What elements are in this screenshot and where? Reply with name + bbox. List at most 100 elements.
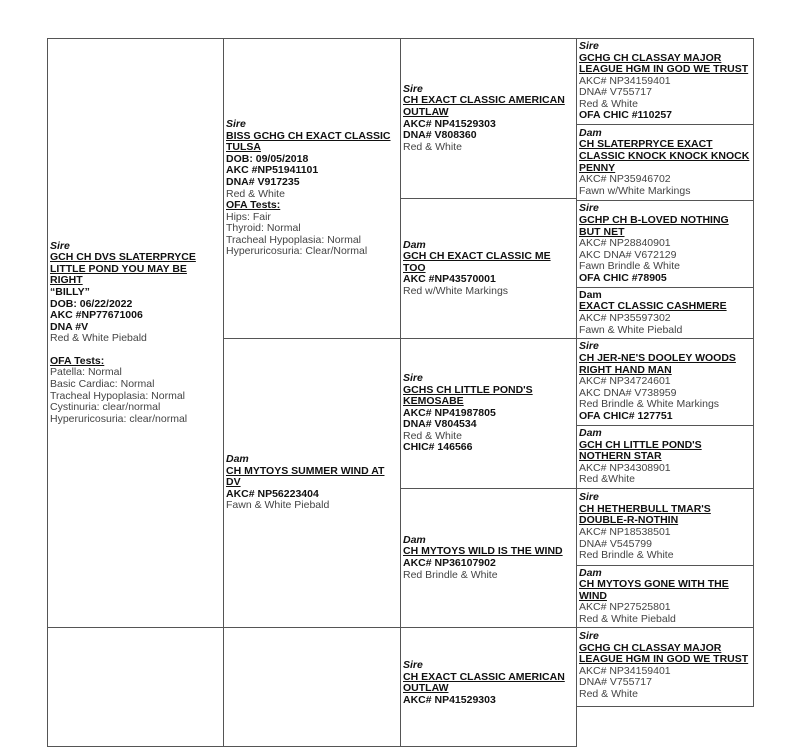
dog-name: CH JER-NE'S DOOLEY WOODS RIGHT HAND MAN xyxy=(579,352,736,376)
pedigree-cell-c3-5: Sire CH EXACT CLASSIC AMERICAN OUTLAW AKC#… xyxy=(400,627,577,747)
parent-role-label: Sire xyxy=(226,117,246,130)
dog-detail: DNA# V808360 xyxy=(403,129,477,142)
dog-detail: Hyperuricosuria: clear/normal xyxy=(50,412,188,425)
pedigree-cell-c4-1: Sire GCHG CH CLASSAY MAJOR LEAGUE HGM IN … xyxy=(576,38,754,125)
dog-detail: Red Brindle & White xyxy=(579,549,674,562)
dog-detail: Red & White xyxy=(579,687,638,700)
pedigree-cell-empty xyxy=(47,627,224,747)
parent-role-label: Sire xyxy=(579,630,599,642)
dog-detail: Tracheal Hypoplasia: Normal xyxy=(226,233,361,246)
dog-detail: AKC# NP56223404 xyxy=(226,487,319,500)
dog-detail: DNA# V804534 xyxy=(403,418,477,431)
parent-role-label: Dam xyxy=(403,533,426,546)
dog-detail: AKC #NP51941101 xyxy=(226,164,319,177)
parent-role-label: Dam xyxy=(579,566,602,579)
dog-detail: OFA CHIC# 127751 xyxy=(579,409,673,422)
parent-role-label: Sire xyxy=(579,39,599,52)
dog-name: BISS GCHG CH EXACT CLASSIC TULSA xyxy=(226,129,391,154)
dog-detail: AKC# NP18538501 xyxy=(579,526,671,538)
dog-detail: Red & White xyxy=(226,187,285,200)
dog-name: GCH CH EXACT CLASSIC ME TOO xyxy=(403,250,551,274)
pedigree-cell-c3-4: Dam CH MYTOYS WILD IS THE WIND AKC# NP3610… xyxy=(400,488,577,628)
dog-name: GCH CH LITTLE POND'S NOTHERN STAR xyxy=(579,438,702,463)
dog-detail: “BILLY” xyxy=(50,285,90,298)
dog-detail: Fawn w/White Markings xyxy=(579,184,691,197)
dog-detail: DNA# V545799 xyxy=(579,537,652,550)
dog-detail: AKC# NP34159401 xyxy=(579,74,671,87)
dog-name: GCHG CH CLASSAY MAJOR LEAGUE HGM IN GOD … xyxy=(579,641,749,666)
dog-detail: Red & White xyxy=(403,429,462,442)
dog-detail: Red & White xyxy=(579,97,638,110)
pedigree-cell-c2-sire: Sire BISS GCHG CH EXACT CLASSIC TULSA DOB:… xyxy=(223,38,401,339)
dog-detail: Red & White Piebald xyxy=(579,612,676,625)
dog-detail: OFA CHIC #78905 xyxy=(579,271,667,284)
dog-detail: Fawn & White Piebald xyxy=(579,323,683,336)
pedigree-cell-c1-sire: Sire GCH CH DVS SLATERPRYCE LITTLE POND Y… xyxy=(47,38,224,628)
parent-role-label: Sire xyxy=(579,340,599,353)
dog-detail: DOB: 06/22/2022 xyxy=(50,297,133,310)
dog-name: CH HETHERBULL TMAR'S DOUBLE-R-NOTHIN xyxy=(579,502,711,527)
parent-role-label: Sire xyxy=(579,491,599,504)
dog-detail: AKC DNA# V738959 xyxy=(579,386,677,399)
dog-detail: OFA Tests: xyxy=(50,354,105,367)
dog-name: CH EXACT CLASSIC AMERICAN OUTLAW xyxy=(403,94,565,118)
pedigree-cell-c4-3: Sire GCHP CH B-LOVED NOTHING BUT NET AKC# … xyxy=(576,200,754,288)
dog-detail: AKC# NP41529303 xyxy=(403,117,496,130)
dog-detail: Red &White xyxy=(579,473,636,486)
parent-role-label: Sire xyxy=(403,659,423,671)
dog-detail: AKC# NP41987805 xyxy=(403,406,496,419)
pedigree-cell-c3-2: Dam GCH CH EXACT CLASSIC ME TOO AKC #NP435… xyxy=(400,198,577,339)
dog-detail: Cystinuria: clear/normal xyxy=(50,401,161,414)
pedigree-cell-c4-2: Dam CH SLATERPRYCE EXACT CLASSIC KNOCK KN… xyxy=(576,124,754,201)
dog-detail: AKC# NP34308901 xyxy=(579,461,671,474)
dog-detail: AKC# NP35946702 xyxy=(579,173,671,186)
pedigree-cell-c4-9: Sire GCHG CH CLASSAY MAJOR LEAGUE HGM IN … xyxy=(576,627,754,707)
dog-detail: AKC# NP36107902 xyxy=(403,557,496,569)
pedigree-cell-c3-1: Sire CH EXACT CLASSIC AMERICAN OUTLAW AKC#… xyxy=(400,38,577,199)
pedigree-cell-empty xyxy=(223,627,401,747)
parent-role-label: Dam xyxy=(579,126,602,139)
dog-detail: DNA# V917235 xyxy=(226,175,300,188)
dog-detail: DNA #V xyxy=(50,320,89,333)
parent-role-label: Dam xyxy=(579,288,602,301)
dog-detail: Hyperuricosuria: Clear/Normal xyxy=(226,245,368,258)
parent-role-label: Dam xyxy=(579,427,602,440)
dog-detail: AKC# NP27525801 xyxy=(579,601,671,614)
dog-detail: Red Brindle & White Markings xyxy=(579,398,720,411)
dog-detail: AKC# NP34159401 xyxy=(579,664,671,677)
dog-detail: AKC# NP35597302 xyxy=(579,312,671,324)
dog-detail: Red & White xyxy=(403,140,462,153)
dog-detail: Red & White Piebald xyxy=(50,332,147,345)
pedigree-cell-c4-4: Dam EXACT CLASSIC CASHMERE AKC# NP35597302… xyxy=(576,287,754,339)
dog-detail: Fawn & White Piebald xyxy=(226,499,330,512)
dog-detail: Red w/White Markings xyxy=(403,284,509,297)
dog-detail: AKC #NP77671006 xyxy=(50,309,143,322)
dog-detail: OFA Tests: xyxy=(226,199,281,212)
dog-name: GCH CH DVS SLATERPRYCE LITTLE POND YOU M… xyxy=(50,251,196,287)
pedigree-cell-c4-6: Dam GCH CH LITTLE POND'S NOTHERN STAR AKC#… xyxy=(576,425,754,489)
dog-detail: Fawn Brindle & White xyxy=(579,260,680,273)
dog-name: GCHS CH LITTLE POND'S KEMOSABE xyxy=(403,383,533,408)
pedigree-cell-c3-3: Sire GCHS CH LITTLE POND'S KEMOSABE AKC# N… xyxy=(400,338,577,489)
dog-detail: Red Brindle & White xyxy=(403,568,498,581)
dog-detail: OFA CHIC #110257 xyxy=(579,109,672,122)
dog-name: CH SLATERPRYCE EXACT CLASSIC KNOCK KNOCK… xyxy=(579,138,750,174)
parent-role-label: Sire xyxy=(50,239,70,252)
dog-name: GCHG CH CLASSAY MAJOR LEAGUE HGM IN GOD … xyxy=(579,51,749,76)
dog-detail: DNA# V755717 xyxy=(579,86,652,99)
pedigree-cell-c4-5: Sire CH JER-NE'S DOOLEY WOODS RIGHT HAND … xyxy=(576,338,754,426)
dog-detail: Tracheal Hypoplasia: Normal xyxy=(50,389,185,402)
pedigree-cell-c4-7: Sire CH HETHERBULL TMAR'S DOUBLE-R-NOTHIN… xyxy=(576,488,754,566)
dog-name: CH MYTOYS WILD IS THE WIND xyxy=(403,545,563,558)
dog-detail: AKC DNA# V672129 xyxy=(579,248,677,261)
dog-name: EXACT CLASSIC CASHMERE xyxy=(579,300,727,313)
dog-detail: AKC #NP43570001 xyxy=(403,273,496,286)
parent-role-label: Sire xyxy=(403,82,423,95)
dog-detail: Basic Cardiac: Normal xyxy=(50,378,155,391)
parent-role-label: Sire xyxy=(579,202,599,215)
pedigree-cell-c4-8: Dam CH MYTOYS GONE WITH THE WIND AKC# NP27… xyxy=(576,565,754,628)
dog-detail: DNA# V755717 xyxy=(579,676,652,689)
pedigree-cell-c2-dam: Dam CH MYTOYS SUMMER WIND AT DV AKC# NP562… xyxy=(223,338,401,628)
dog-detail: AKC# NP41529303 xyxy=(403,693,496,706)
dog-detail: Hips: Fair xyxy=(226,210,271,223)
